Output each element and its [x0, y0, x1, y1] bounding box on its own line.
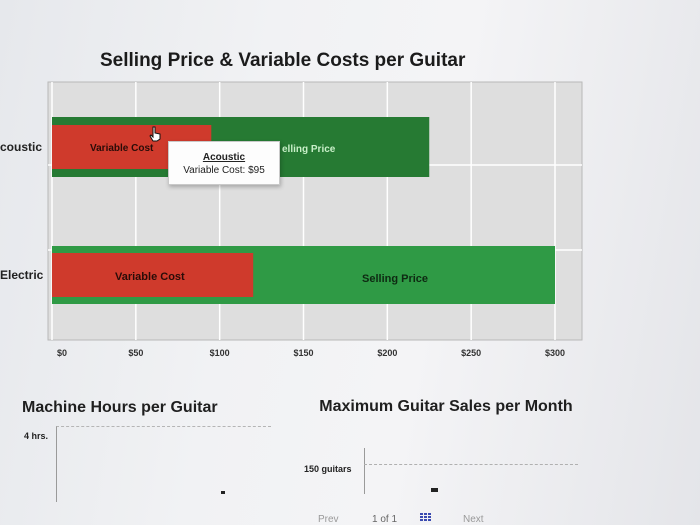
machine-hours-label: 4 hrs.	[24, 431, 49, 441]
prev-button[interactable]: Prev	[318, 514, 339, 525]
x-tick-label: $50	[128, 348, 143, 358]
max-sales-mark	[431, 488, 438, 492]
bar-label-variable-cost: Variable Cost	[115, 271, 185, 283]
x-tick-label: $200	[377, 348, 397, 358]
x-tick-label: $100	[210, 348, 230, 358]
category-label: Electric	[0, 268, 44, 282]
machine-hours-title: Machine Hours per Guitar	[22, 399, 218, 416]
tooltip-title: Acoustic	[202, 152, 246, 163]
machine-hours-plot	[56, 426, 271, 502]
max-sales-title: Maximum Guitar Sales per Month	[319, 398, 573, 415]
x-tick-label: $0	[57, 348, 67, 358]
bar-label-variable-cost: Variable Cost	[90, 143, 154, 154]
bar-label-selling-price: elling Price	[282, 144, 336, 155]
bar-variable-cost	[52, 253, 254, 297]
machine-hours-mark	[221, 491, 225, 494]
bar-chart: Variable Cost elling Price Variable Cost Se…	[0, 81, 583, 358]
grid-icon[interactable]	[420, 513, 432, 522]
x-tick-label: $250	[461, 348, 481, 358]
max-sales-line	[364, 464, 578, 465]
max-sales-plot	[364, 448, 579, 494]
tooltip: Acoustic Variable Cost: $95	[168, 141, 280, 185]
x-tick-label: $150	[293, 348, 313, 358]
category-label: coustic	[0, 140, 42, 154]
bar-label-selling-price: Selling Price	[362, 273, 428, 285]
hand-pointer-icon	[149, 126, 161, 142]
tooltip-value: Variable Cost: $95	[183, 165, 265, 176]
max-sales-label: 150 guitars	[304, 464, 352, 474]
chart-title: Selling Price & Variable Costs per Guita…	[100, 50, 466, 71]
page-indicator: 1 of 1	[372, 514, 398, 525]
x-tick-label: $300	[545, 348, 565, 358]
next-button[interactable]: Next	[463, 514, 484, 525]
